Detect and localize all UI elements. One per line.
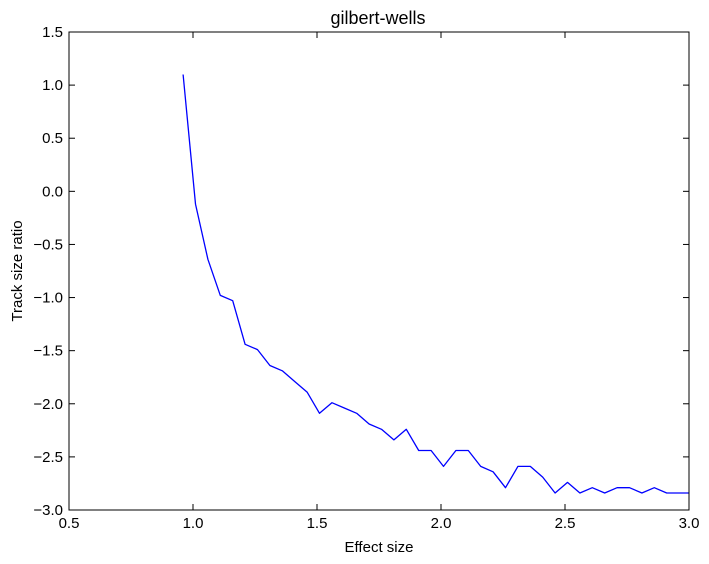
- y-tick-label: −1.0: [33, 290, 63, 307]
- y-tick-label: −3.0: [33, 502, 63, 519]
- y-tick-label: −0.5: [33, 236, 63, 253]
- x-axis-label: Effect size: [345, 539, 414, 556]
- x-tick-label: 0.5: [59, 515, 80, 532]
- x-tick-label: 2.0: [431, 515, 452, 532]
- y-tick-label: 0.0: [42, 183, 63, 200]
- x-tick-label: 3.0: [679, 515, 700, 532]
- x-axis: 0.5 1.0 1.5 2.0 2.5 3.0: [59, 32, 700, 532]
- y-tick-label: −1.5: [33, 343, 63, 360]
- y-tick-label: 0.5: [42, 130, 63, 147]
- y-tick-label: −2.5: [33, 449, 63, 466]
- y-axis-label: Track size ratio: [9, 220, 26, 321]
- y-tick-label: −2.0: [33, 396, 63, 413]
- y-tick-label: 1.0: [42, 77, 63, 94]
- plot-frame: [68, 31, 690, 511]
- chart-title: gilbert-wells: [330, 8, 425, 28]
- y-tick-label: 1.5: [42, 24, 63, 41]
- y-axis: 1.5 1.0 0.5 0.0 −0.5 −1.0 −1.5 −2.0 −2.5 −3.0: [33, 24, 689, 519]
- x-tick-label: 1.5: [307, 515, 328, 532]
- x-tick-label: 2.5: [555, 515, 576, 532]
- x-tick-label: 1.0: [183, 515, 204, 532]
- plot-area: [182, 74, 689, 494]
- series-line-0: [182, 74, 689, 494]
